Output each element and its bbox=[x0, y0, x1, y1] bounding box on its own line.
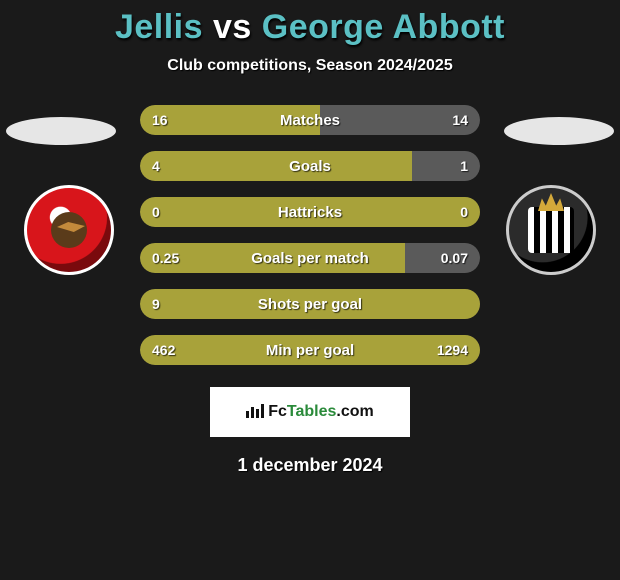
subtitle: Club competitions, Season 2024/2025 bbox=[0, 57, 620, 75]
stat-value-left: 4 bbox=[140, 151, 172, 181]
stat-value-left: 0.25 bbox=[140, 243, 191, 273]
stat-label: Goals bbox=[140, 151, 480, 181]
crest-stripes-icon bbox=[528, 207, 574, 253]
stat-row: Shots per goal9 bbox=[140, 289, 480, 319]
stat-value-right bbox=[456, 289, 480, 319]
brand-pre: Fc bbox=[268, 403, 287, 420]
stat-row: Min per goal4621294 bbox=[140, 335, 480, 365]
comparison-card: Jellis vs George Abbott Club competition… bbox=[0, 0, 620, 580]
brand-chart-icon bbox=[246, 402, 264, 423]
stat-value-right: 1 bbox=[448, 151, 480, 181]
stat-value-left: 0 bbox=[140, 197, 172, 227]
stat-row: Goals per match0.250.07 bbox=[140, 243, 480, 273]
stat-value-left: 462 bbox=[140, 335, 187, 365]
comparison-arena: Matches1614Goals41Hattricks00Goals per m… bbox=[0, 105, 620, 375]
title-row: Jellis vs George Abbott bbox=[0, 0, 620, 47]
stat-value-right: 0 bbox=[448, 197, 480, 227]
shadow-ellipse-right bbox=[504, 117, 614, 145]
brand-text: FcTables.com bbox=[268, 403, 374, 421]
stat-label: Shots per goal bbox=[140, 289, 480, 319]
crest-bird-icon bbox=[51, 212, 87, 248]
stat-value-left: 16 bbox=[140, 105, 180, 135]
stat-row: Goals4 1 bbox=[140, 151, 480, 181]
stat-value-right: 1294 bbox=[425, 335, 480, 365]
stat-value-left: 9 bbox=[140, 289, 172, 319]
club-crest-right bbox=[506, 185, 596, 275]
player1-name: Jellis bbox=[115, 8, 203, 46]
brand-post: .com bbox=[336, 403, 373, 420]
stat-label: Matches bbox=[140, 105, 480, 135]
brand-accent: Tables bbox=[287, 403, 337, 420]
stat-value-right: 0.07 bbox=[429, 243, 480, 273]
stat-bars: Matches1614Goals41Hattricks00Goals per m… bbox=[140, 105, 480, 381]
club-crest-left bbox=[24, 185, 114, 275]
brand-box[interactable]: FcTables.com bbox=[210, 387, 410, 437]
date-label: 1 december 2024 bbox=[0, 455, 620, 476]
vs-label: vs bbox=[213, 8, 252, 46]
player2-name: George Abbott bbox=[262, 8, 505, 46]
stat-row: Hattricks0 0 bbox=[140, 197, 480, 227]
stat-label: Hattricks bbox=[140, 197, 480, 227]
shadow-ellipse-left bbox=[6, 117, 116, 145]
stat-row: Matches16 14 bbox=[140, 105, 480, 135]
stat-value-right: 14 bbox=[440, 105, 480, 135]
